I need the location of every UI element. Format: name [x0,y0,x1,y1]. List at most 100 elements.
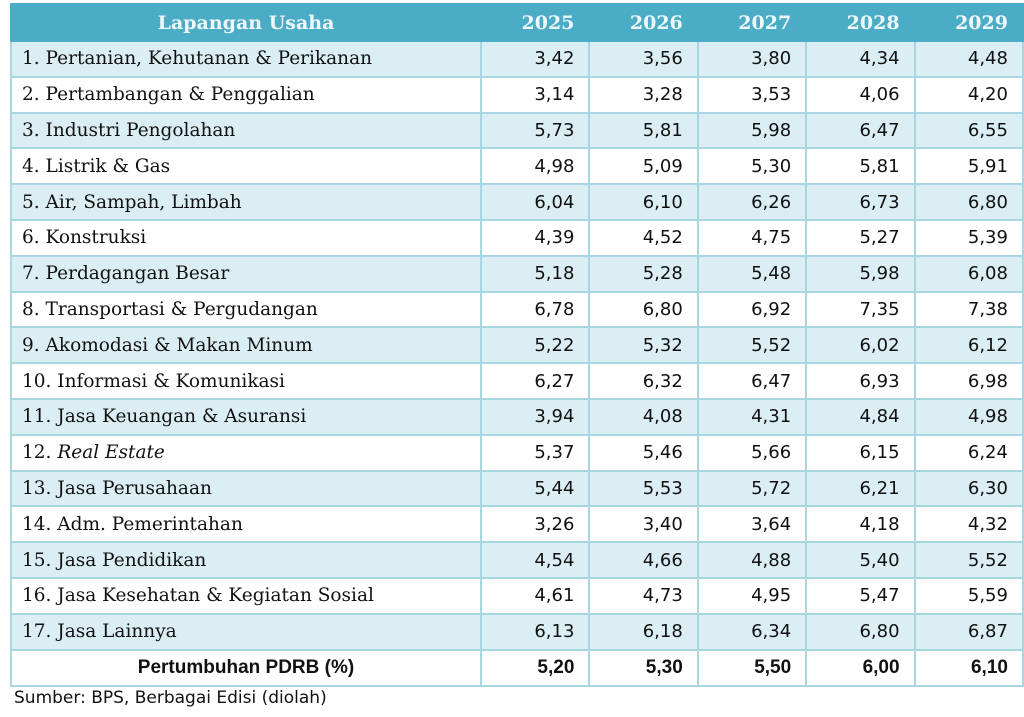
sector-label: 2. Pertambangan & Penggalian [10,75,482,114]
sector-label: 15. Jasa Pendidikan [10,541,482,579]
sector-label: 9. Akomodasi & Makan Minum [10,326,482,365]
value-cell: 4,18 [805,505,916,544]
table-row: 16. Jasa Kesehatan & Kegiatan Sosial 4,61… [10,576,1024,615]
header-year: 2028 [805,3,916,42]
value-cell: 6,18 [588,612,699,651]
table-row: 5. Air, Sampah, Limbah 6,04 6,10 6,26 6,73 6,… [10,183,1024,221]
value-cell: 6,47 [805,111,916,150]
table-row: 2. Pertambangan & Penggalian 3,14 3,28 3,53… [10,75,1024,114]
sector-label: 1. Pertanian, Kehutanan & Perikanan [10,40,482,78]
value-cell: 4,31 [696,397,808,436]
total-value-cell: 6,00 [805,648,916,687]
total-value-cell: 5,20 [479,648,591,687]
value-cell: 5,28 [588,254,699,293]
value-cell: 7,38 [913,290,1024,329]
total-row: Pertumbuhan PDRB (%) 5,20 5,30 5,50 6,00 6,10 [10,648,1024,687]
value-cell: 4,98 [913,397,1024,436]
header-row: Lapangan Usaha 2025 2026 2027 2028 2029 [10,3,1024,42]
sector-label: 16. Jasa Kesehatan & Kegiatan Sosial [10,576,482,615]
value-cell: 6,24 [913,433,1024,472]
table-row: 15. Jasa Pendidikan 4,54 4,66 4,88 5,40 5,52 [10,541,1024,579]
table-row: 3. Industri Pengolahan 5,73 5,81 5,98 6,47 6,… [10,111,1024,150]
value-cell: 6,78 [479,290,591,329]
value-cell: 4,95 [696,576,808,615]
value-cell: 5,98 [805,254,916,293]
value-cell: 4,39 [479,218,591,257]
value-cell: 6,73 [805,183,916,221]
table-row: 12. Real Estate 5,37 5,46 5,66 6,15 6,24 [10,433,1024,472]
value-cell: 5,32 [588,326,699,365]
value-cell: 3,42 [479,40,591,78]
sector-label: 17. Jasa Lainnya [10,612,482,651]
value-cell: 6,47 [696,362,808,400]
value-cell: 5,09 [588,147,699,186]
value-cell: 6,27 [479,362,591,400]
value-cell: 5,91 [913,147,1024,186]
value-cell: 4,73 [588,576,699,615]
value-cell: 6,55 [913,111,1024,150]
value-cell: 4,08 [588,397,699,436]
value-cell: 4,84 [805,397,916,436]
value-cell: 5,52 [913,541,1024,579]
growth-table: Lapangan Usaha 2025 2026 2027 2028 2029 1. Pe… [10,3,1024,687]
sector-name: Real Estate [57,442,165,464]
value-cell: 6,98 [913,362,1024,400]
value-cell: 4,61 [479,576,591,615]
value-cell: 6,04 [479,183,591,221]
value-cell: 6,02 [805,326,916,365]
value-cell: 4,34 [805,40,916,78]
table-row: 8. Transportasi & Pergudangan 6,78 6,80 6,9… [10,290,1024,329]
value-cell: 5,47 [805,576,916,615]
value-cell: 3,64 [696,505,808,544]
value-cell: 5,52 [696,326,808,365]
value-cell: 6,34 [696,612,808,651]
value-cell: 6,10 [588,183,699,221]
value-cell: 4,54 [479,541,591,579]
value-cell: 6,93 [805,362,916,400]
value-cell: 5,48 [696,254,808,293]
sector-label: 10. Informasi & Komunikasi [10,362,482,400]
value-cell: 5,98 [696,111,808,150]
value-cell: 6,32 [588,362,699,400]
total-value-cell: 5,50 [696,648,808,687]
value-cell: 4,88 [696,541,808,579]
value-cell: 7,35 [805,290,916,329]
header-year: 2025 [479,3,591,42]
value-cell: 4,32 [913,505,1024,544]
sector-label: 7. Perdagangan Besar [10,254,482,293]
table-row: 7. Perdagangan Besar 5,18 5,28 5,48 5,98 6,08 [10,254,1024,293]
value-cell: 6,08 [913,254,1024,293]
value-cell: 5,66 [696,433,808,472]
value-cell: 3,14 [479,75,591,114]
value-cell: 5,73 [479,111,591,150]
value-cell: 5,18 [479,254,591,293]
value-cell: 3,26 [479,505,591,544]
value-cell: 6,13 [479,612,591,651]
value-cell: 5,59 [913,576,1024,615]
table-row: 14. Adm. Pemerintahan 3,26 3,40 3,64 4,18 4,3… [10,505,1024,544]
header-year: 2026 [588,3,699,42]
value-cell: 3,80 [696,40,808,78]
value-cell: 4,52 [588,218,699,257]
table-row: 11. Jasa Keuangan & Asuransi 3,94 4,08 4,31… [10,397,1024,436]
value-cell: 6,92 [696,290,808,329]
value-cell: 6,26 [696,183,808,221]
value-cell: 5,39 [913,218,1024,257]
source-note: Sumber: BPS, Berbagai Edisi (diolah) [14,688,327,708]
value-cell: 4,06 [805,75,916,114]
value-cell: 6,80 [805,612,916,651]
value-cell: 6,80 [588,290,699,329]
value-cell: 5,37 [479,433,591,472]
value-cell: 4,66 [588,541,699,579]
value-cell: 5,72 [696,469,808,508]
sector-label: 8. Transportasi & Pergudangan [10,290,482,329]
total-value-cell: 6,10 [913,648,1024,687]
table-row: 6. Konstruksi 4,39 4,52 4,75 5,27 5,39 [10,218,1024,257]
value-cell: 6,15 [805,433,916,472]
table-row: 9. Akomodasi & Makan Minum 5,22 5,32 5,52 6,… [10,326,1024,365]
value-cell: 4,75 [696,218,808,257]
value-cell: 4,98 [479,147,591,186]
value-cell: 5,27 [805,218,916,257]
sector-label: 5. Air, Sampah, Limbah [10,183,482,221]
value-cell: 5,40 [805,541,916,579]
